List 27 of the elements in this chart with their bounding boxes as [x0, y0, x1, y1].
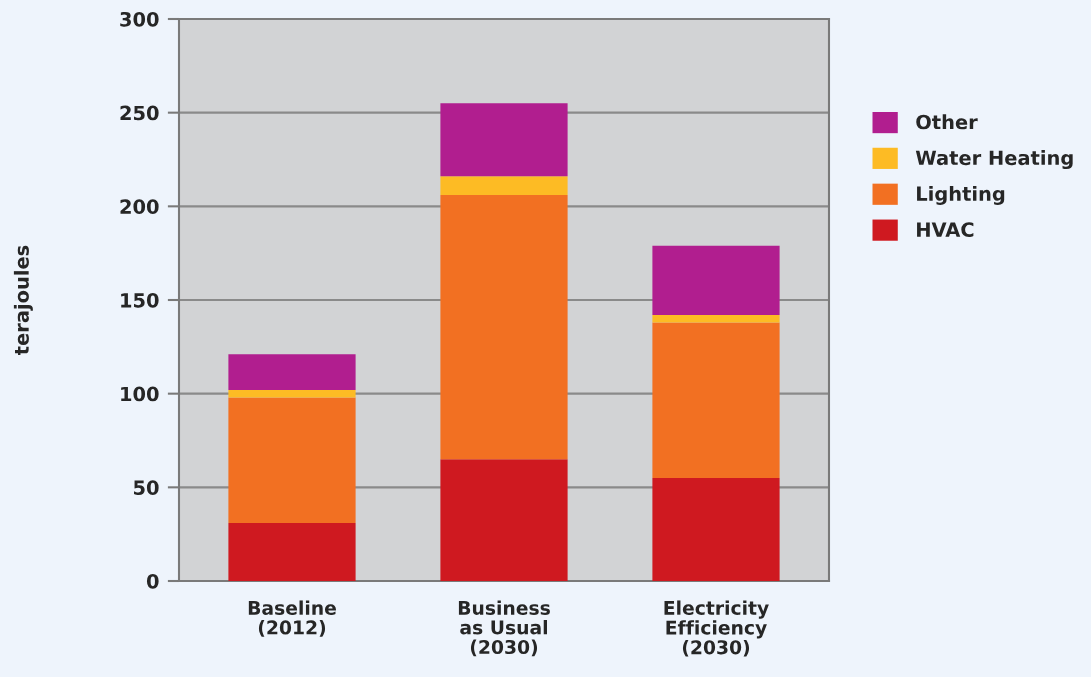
bar [440, 459, 568, 581]
legend-label: Lighting [917, 185, 1005, 205]
bar [440, 103, 568, 177]
legend-label: Water Heating [915, 150, 1073, 170]
x-tick-label: Baseline (2012) [248, 600, 336, 637]
y-axis-title: terajoules [13, 245, 33, 355]
bar [652, 245, 780, 315]
x-tick-label: Business as Usual (2030) [458, 600, 550, 657]
y-tick-label: 250 [120, 105, 159, 121]
bar [228, 389, 356, 398]
legend-label: Other [916, 114, 978, 130]
y-tick-label: 200 [120, 199, 159, 214]
y-tick-label: 150 [121, 292, 159, 308]
y-tick-label: 100 [121, 386, 159, 402]
y-tick-label: 300 [120, 11, 159, 27]
y-tick-label: 0 [146, 573, 159, 589]
x-tick-label: Electricity Efficiency (2030) [664, 600, 769, 657]
bar [440, 195, 568, 460]
bar [652, 477, 780, 581]
y-tick-label: 50 [134, 480, 159, 495]
bar [228, 522, 356, 581]
bar [228, 397, 356, 523]
bar [228, 354, 356, 390]
bar [440, 176, 568, 196]
bar [652, 314, 780, 323]
bar [652, 322, 780, 478]
legend-label: HVAC [917, 222, 974, 237]
